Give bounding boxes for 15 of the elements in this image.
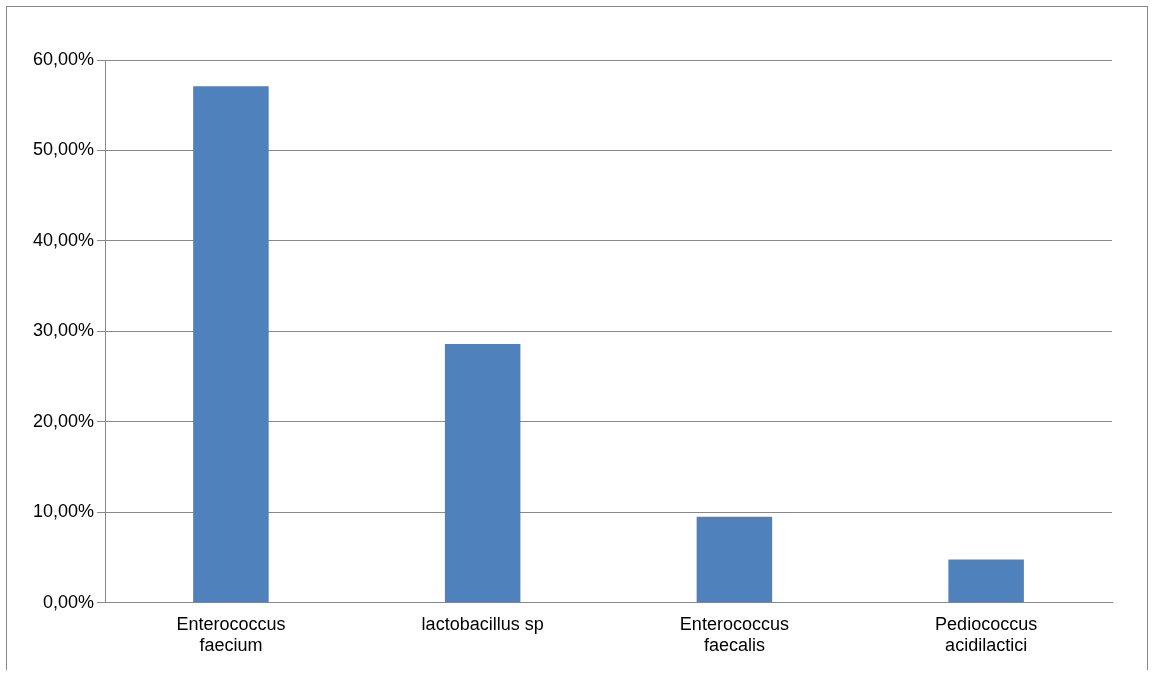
bar xyxy=(193,86,269,603)
y-tick-label: 40,00% xyxy=(32,229,95,250)
bar xyxy=(948,559,1024,603)
y-tick-label: 10,00% xyxy=(32,501,95,522)
x-tick-label: Pediococcus acidilactici xyxy=(935,613,1038,656)
y-tick-label: 30,00% xyxy=(32,320,95,341)
x-tick-label: Enterococcus faecalis xyxy=(679,613,789,656)
y-tick-label: 60,00% xyxy=(32,48,95,69)
x-tick-label: Enterococcus faecium xyxy=(176,613,286,656)
bar xyxy=(444,344,521,603)
y-tick-label: 0,00% xyxy=(43,591,95,612)
bar xyxy=(696,516,773,603)
y-tick-label: 50,00% xyxy=(32,139,95,160)
y-tick-label: 20,00% xyxy=(32,410,95,431)
x-tick-label: lactobacillus sp xyxy=(421,613,544,634)
